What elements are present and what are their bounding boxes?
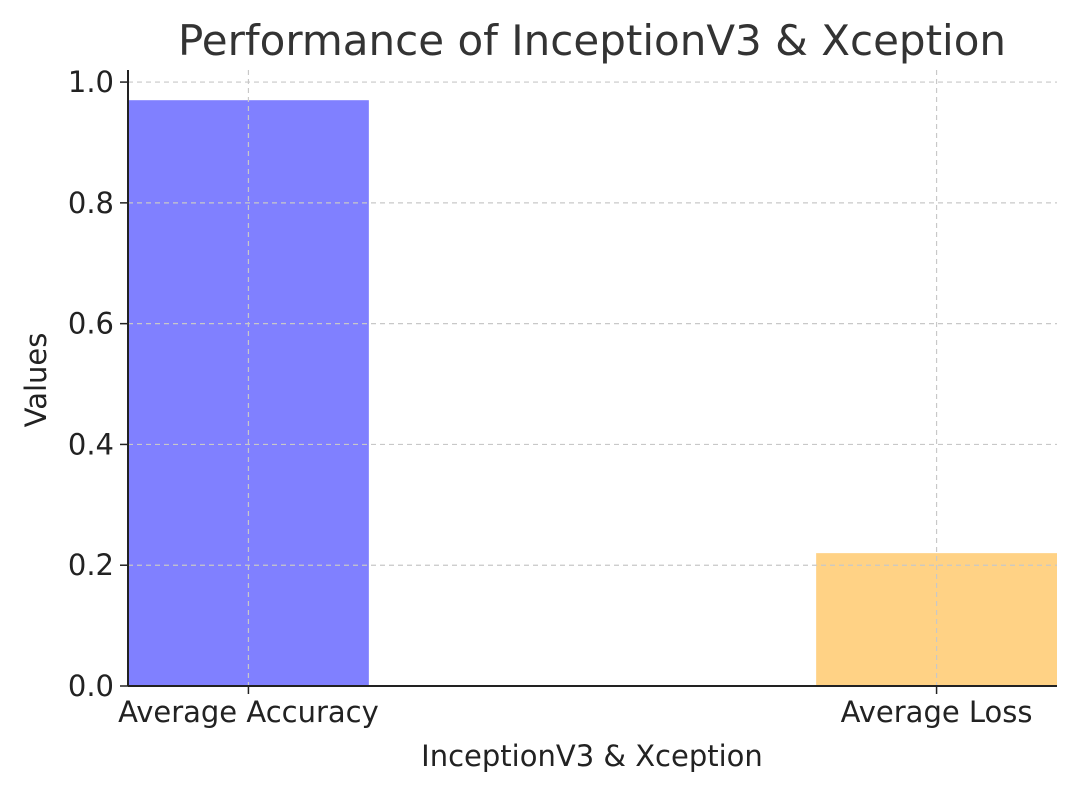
y-ticks: 0.0 0.2 0.4 0.6 0.8 1.0 <box>68 65 128 703</box>
y-tick-label: 0.0 <box>68 669 114 703</box>
y-tick-label: 0.4 <box>68 427 114 461</box>
y-tick-label: 0.2 <box>68 548 114 582</box>
x-ticks: Average Accuracy Average Loss <box>118 686 1033 729</box>
y-tick-label: 1.0 <box>68 65 114 99</box>
axes <box>127 70 1057 687</box>
x-tick-label: Average Loss <box>841 695 1033 729</box>
y-tick-label: 0.6 <box>68 307 114 341</box>
chart-title: Performance of InceptionV3 & Xception <box>178 16 1006 65</box>
bars <box>128 100 1057 687</box>
x-axis-label: InceptionV3 & Xception <box>421 739 763 773</box>
x-tick-label: Average Accuracy <box>118 695 379 729</box>
y-axis-label: Values <box>19 333 53 428</box>
y-tick-label: 0.8 <box>68 186 114 220</box>
grid <box>128 70 1057 686</box>
